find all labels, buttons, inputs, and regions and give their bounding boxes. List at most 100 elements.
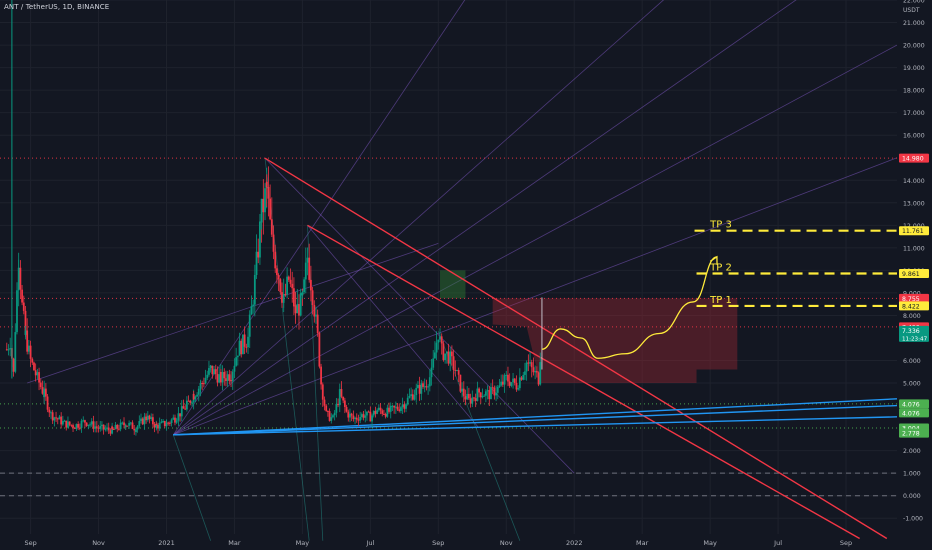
candle-body xyxy=(467,393,470,399)
candle-body xyxy=(157,424,159,429)
candle-body xyxy=(65,420,68,428)
target-label: TP 3 xyxy=(709,220,732,231)
candle-body xyxy=(123,422,125,426)
candle-body xyxy=(466,393,469,400)
target-label: TP 2 xyxy=(709,263,732,274)
candle-body xyxy=(238,340,241,356)
price-tag xyxy=(899,399,929,409)
candle-body xyxy=(345,406,348,412)
candle-body xyxy=(481,395,484,398)
candle-body xyxy=(377,407,380,411)
candle-body xyxy=(257,251,260,258)
candle-body xyxy=(349,413,351,418)
candle-body xyxy=(107,427,110,431)
candle-body xyxy=(172,417,175,420)
candle-body xyxy=(508,381,511,386)
price-tag xyxy=(899,269,929,279)
candle-body xyxy=(473,397,475,399)
candle-body xyxy=(245,346,248,348)
candle-body xyxy=(87,424,90,426)
candle-body xyxy=(440,336,443,344)
candle-body xyxy=(525,362,528,372)
candle-body xyxy=(277,275,280,280)
candle-body xyxy=(235,357,238,366)
candle-body xyxy=(308,257,311,280)
candle-body xyxy=(304,262,307,280)
x-tick-label: May xyxy=(296,539,310,547)
candle-body xyxy=(417,384,419,388)
candle-body xyxy=(347,411,350,418)
candle-body xyxy=(262,198,265,213)
candle-body xyxy=(515,382,518,390)
candle-body xyxy=(24,310,27,335)
candle-body xyxy=(369,411,372,422)
candle-body xyxy=(459,374,462,392)
price-tag xyxy=(899,153,929,163)
candle-body xyxy=(450,351,453,357)
candle-body xyxy=(328,411,331,421)
candle-body xyxy=(464,396,467,400)
candle-body xyxy=(512,378,514,383)
x-tick-label: Sep xyxy=(840,539,852,547)
y-tick-label: 2.000 xyxy=(903,448,921,455)
fan-line xyxy=(173,0,797,436)
y-tick-label: 0.000 xyxy=(903,493,921,500)
candle-body xyxy=(474,398,477,401)
trendline-resistance-2 xyxy=(307,224,860,540)
candle-body xyxy=(287,276,290,280)
candle-body xyxy=(362,414,365,418)
candle-body xyxy=(503,375,506,385)
candle-body xyxy=(323,399,326,406)
candle-body xyxy=(114,424,117,430)
y-tick-label: -1.000 xyxy=(903,516,923,523)
candle-body xyxy=(38,372,40,383)
x-tick-label: Mar xyxy=(636,539,649,547)
candle-body xyxy=(22,302,25,311)
candle-body xyxy=(359,417,362,421)
candle-body xyxy=(89,424,91,426)
trendline-support-3 xyxy=(173,416,898,436)
candle-body xyxy=(529,362,531,364)
candle-body xyxy=(422,383,424,387)
candle-body xyxy=(350,413,353,416)
candle-body xyxy=(162,421,164,423)
candle-body xyxy=(135,429,137,432)
candle-body xyxy=(408,395,411,398)
price-tag-label: 4.076 xyxy=(902,410,920,417)
candle-body xyxy=(535,371,538,373)
price-tag-label: 4.076 xyxy=(902,401,920,408)
candle-body xyxy=(197,388,200,395)
candle-body xyxy=(381,410,384,414)
candle-body xyxy=(354,417,356,420)
candle-body xyxy=(291,283,294,289)
candle-body xyxy=(29,345,32,359)
candle-body xyxy=(325,405,328,411)
candle-body xyxy=(85,422,88,426)
candle-body xyxy=(34,370,37,376)
candle-body xyxy=(539,362,542,385)
candle-body xyxy=(352,415,355,420)
candle-body xyxy=(386,407,389,417)
x-tick-label: Sep xyxy=(432,539,444,547)
trendline-support-2 xyxy=(173,404,898,436)
candle-body xyxy=(97,427,100,429)
candle-body xyxy=(250,306,253,315)
candle-body xyxy=(479,392,482,398)
candle-body xyxy=(513,378,516,383)
candle-body xyxy=(452,356,455,370)
candle-body xyxy=(192,393,195,400)
candle-body xyxy=(31,358,34,363)
y-tick-label: 14.000 xyxy=(903,178,925,185)
candle-body xyxy=(67,421,69,428)
candle-body xyxy=(185,404,188,410)
candle-body xyxy=(33,362,35,371)
candle-body xyxy=(242,334,244,355)
candle-body xyxy=(228,374,231,381)
candle-body xyxy=(75,424,78,429)
price-tag-label: 9.861 xyxy=(902,271,920,278)
candle-body xyxy=(445,351,448,354)
candle-body xyxy=(298,304,300,316)
candle-body xyxy=(282,294,285,302)
